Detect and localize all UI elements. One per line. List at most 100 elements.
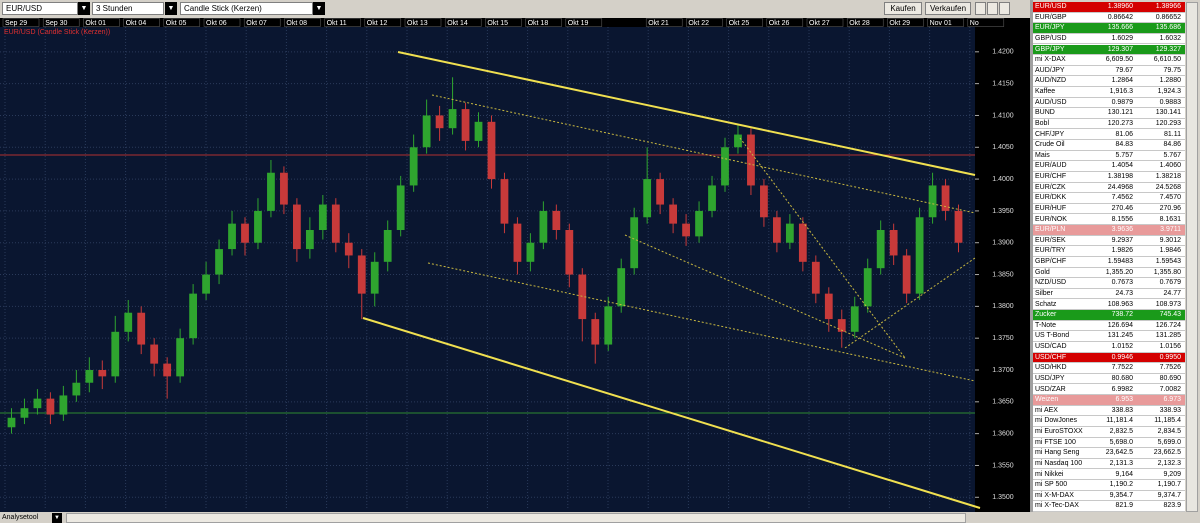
row-name: AUD/JPY bbox=[1035, 66, 1065, 74]
watchlist-row[interactable]: AUD/JPY 79.67 79.75 bbox=[1033, 66, 1185, 77]
tool-label: Analysetool bbox=[2, 514, 39, 521]
watchlist-row[interactable]: EUR/JPY 135.666 135.686 bbox=[1033, 23, 1185, 34]
row-bid: 108.963 bbox=[1107, 300, 1133, 308]
watchlist-row[interactable]: EUR/TRY 1.9826 1.9846 bbox=[1033, 246, 1185, 257]
watchlist-row[interactable]: Bobl 120.273 120.293 bbox=[1033, 119, 1185, 130]
candle-body bbox=[591, 319, 600, 345]
tool-icon[interactable] bbox=[975, 2, 986, 15]
watchlist-row[interactable]: AUD/NZD 1.2864 1.2880 bbox=[1033, 76, 1185, 87]
watchlist-row[interactable]: EUR/USD 1.38960 1.38966 bbox=[1033, 2, 1185, 13]
tool-icon[interactable] bbox=[999, 2, 1010, 15]
watchlist-row[interactable]: EUR/CZK 24.4968 24.5268 bbox=[1033, 183, 1185, 194]
row-name: mi FTSE 100 bbox=[1035, 438, 1076, 446]
watchlist-row[interactable]: EUR/HUF 270.46 270.96 bbox=[1033, 204, 1185, 215]
watchlist-row[interactable]: US T-Bond 131.245 131.285 bbox=[1033, 331, 1185, 342]
h-scrollbar[interactable] bbox=[66, 513, 966, 523]
watchlist-row[interactable]: Crude Oil 84.83 84.86 bbox=[1033, 140, 1185, 151]
row-ask: 1,190.7 bbox=[1157, 481, 1181, 489]
date-box bbox=[846, 18, 884, 27]
date-box bbox=[364, 18, 402, 27]
row-name: Bobl bbox=[1035, 119, 1050, 127]
dropdown-arrow[interactable]: ▼ bbox=[78, 2, 90, 15]
watchlist-row[interactable]: mi Hang Seng 23,642.5 23,662.5 bbox=[1033, 448, 1185, 459]
tool-icon[interactable] bbox=[987, 2, 998, 15]
dropdown-arrow[interactable]: ▼ bbox=[165, 2, 177, 15]
chart-type-field[interactable]: Candle Stick (Kerzen) bbox=[180, 2, 313, 15]
date-label: Okt 04 bbox=[126, 20, 147, 27]
date-box bbox=[203, 18, 241, 27]
watchlist-row[interactable]: USD/CHF 0.9946 0.9950 bbox=[1033, 352, 1185, 364]
watchlist-row[interactable]: Gold 1,355.20 1,355.80 bbox=[1033, 268, 1185, 279]
row-bid: 24.4968 bbox=[1107, 183, 1133, 191]
watchlist-row[interactable]: NZD/USD 0.7673 0.7679 bbox=[1033, 278, 1185, 289]
y-tick-label: 1.3650 bbox=[992, 399, 1014, 406]
watchlist-row[interactable]: Zucker 738.72 745.43 bbox=[1033, 310, 1185, 321]
watchlist-row[interactable]: Mais 5.757 5.767 bbox=[1033, 151, 1185, 162]
watchlist-row[interactable]: Silber 24.73 24.77 bbox=[1033, 289, 1185, 300]
watchlist-row[interactable]: EUR/NOK 8.1556 8.1631 bbox=[1033, 215, 1185, 226]
watchlist-row[interactable]: USD/HKD 7.7522 7.7526 bbox=[1033, 363, 1185, 374]
watchlist-row[interactable]: mi AEX 338.83 338.93 bbox=[1033, 406, 1185, 417]
row-bid: 1.6029 bbox=[1111, 34, 1133, 42]
candle-body bbox=[163, 363, 172, 377]
row-bid: 1.38960 bbox=[1107, 3, 1133, 10]
row-name: EUR/CZK bbox=[1035, 183, 1066, 191]
watchlist-row[interactable]: Weizen 6.953 6.973 bbox=[1033, 395, 1185, 406]
date-box bbox=[42, 18, 80, 27]
symbol-field[interactable]: EUR/USD bbox=[2, 2, 78, 15]
watchlist-row[interactable]: EUR/DKK 7.4562 7.4570 bbox=[1033, 193, 1185, 204]
watchlist-row[interactable]: GBP/JPY 129.307 129.327 bbox=[1033, 44, 1185, 56]
candle-body bbox=[863, 268, 872, 307]
candle-body bbox=[721, 147, 729, 186]
watchlist-row[interactable]: mi X-Tec-DAX 821.9 823.9 bbox=[1033, 501, 1185, 512]
row-name: mi EuroSTOXX bbox=[1035, 428, 1083, 435]
row-bid: 7.4562 bbox=[1111, 194, 1133, 202]
row-name: Kaffee bbox=[1035, 88, 1056, 95]
date-box bbox=[404, 18, 442, 27]
scrollbar[interactable] bbox=[1186, 2, 1198, 512]
watchlist-row[interactable]: USD/JPY 80.680 80.690 bbox=[1033, 374, 1185, 385]
watchlist-row[interactable]: Kaffee 1,916.3 1,924.3 bbox=[1033, 87, 1185, 98]
interval-field[interactable]: 3 Stunden bbox=[92, 2, 164, 15]
watchlist-row[interactable]: CHF/JPY 81.06 81.11 bbox=[1033, 130, 1185, 141]
candle-body bbox=[850, 306, 859, 332]
watchlist-row[interactable]: mi EuroSTOXX 2,832.5 2,834.5 bbox=[1033, 427, 1185, 438]
date-label: Okt 28 bbox=[849, 20, 870, 27]
buy-button[interactable]: Kaufen bbox=[884, 2, 922, 15]
row-ask: 9,374.7 bbox=[1157, 491, 1181, 499]
watchlist-row[interactable]: EUR/AUD 1.4054 1.4060 bbox=[1033, 161, 1185, 172]
trend-line bbox=[739, 137, 906, 359]
watchlist-row[interactable]: GBP/CHF 1.59483 1.59543 bbox=[1033, 257, 1185, 268]
watchlist-row[interactable]: mi SP 500 1,190.2 1,190.7 bbox=[1033, 480, 1185, 491]
date-box bbox=[163, 18, 201, 27]
row-bid: 0.9879 bbox=[1111, 98, 1133, 106]
row-bid: 81.06 bbox=[1115, 130, 1133, 138]
sell-button[interactable]: Verkaufen bbox=[925, 2, 971, 15]
watchlist-row[interactable]: AUD/USD 0.9879 0.9883 bbox=[1033, 98, 1185, 109]
watchlist-row[interactable]: BUND 130.121 130.141 bbox=[1033, 108, 1185, 119]
watchlist-row[interactable]: T-Note 126.694 126.724 bbox=[1033, 321, 1185, 332]
watchlist-row[interactable]: USD/CAD 1.0152 1.0156 bbox=[1033, 342, 1185, 353]
row-ask: 1.59543 bbox=[1155, 258, 1181, 265]
row-ask: 2,834.5 bbox=[1157, 428, 1181, 435]
watchlist-row[interactable]: EUR/SEK 9.2937 9.3012 bbox=[1033, 236, 1185, 247]
watchlist-row[interactable]: EUR/GBP 0.86642 0.86652 bbox=[1033, 13, 1185, 24]
watchlist-row[interactable]: mi X-M-DAX 9,354.7 9,374.7 bbox=[1033, 491, 1185, 502]
dropdown-arrow[interactable]: ▼ bbox=[313, 2, 325, 15]
watchlist-row[interactable]: EUR/CHF 1.38198 1.38218 bbox=[1033, 172, 1185, 183]
watchlist-row[interactable]: mi Nikkei 9,164 9,209 bbox=[1033, 470, 1185, 481]
watchlist-row[interactable]: mi Nasdaq 100 2,131.3 2,132.3 bbox=[1033, 459, 1185, 470]
watchlist-row[interactable]: EUR/PLN 3.9636 3.9711 bbox=[1033, 225, 1185, 236]
dropdown-arrow[interactable]: ▼ bbox=[52, 513, 62, 523]
watchlist-row[interactable]: mi DowJones 11,181.4 11,185.4 bbox=[1033, 416, 1185, 427]
row-name: EUR/PLN bbox=[1035, 226, 1066, 234]
watchlist-row[interactable]: Schatz 108.963 108.973 bbox=[1033, 300, 1185, 311]
candle-body bbox=[305, 230, 314, 250]
watchlist-row[interactable]: USD/ZAR 6.9982 7.0082 bbox=[1033, 385, 1185, 396]
row-bid: 1.59483 bbox=[1107, 258, 1133, 265]
watchlist-row[interactable]: mi FTSE 100 5,698.0 5,699.0 bbox=[1033, 438, 1185, 449]
row-name: EUR/NOK bbox=[1035, 215, 1067, 223]
watchlist-row[interactable]: GBP/USD 1.6029 1.6032 bbox=[1033, 34, 1185, 45]
watchlist-row[interactable]: mi X-DAX 6,609.50 6,610.50 bbox=[1033, 55, 1185, 66]
